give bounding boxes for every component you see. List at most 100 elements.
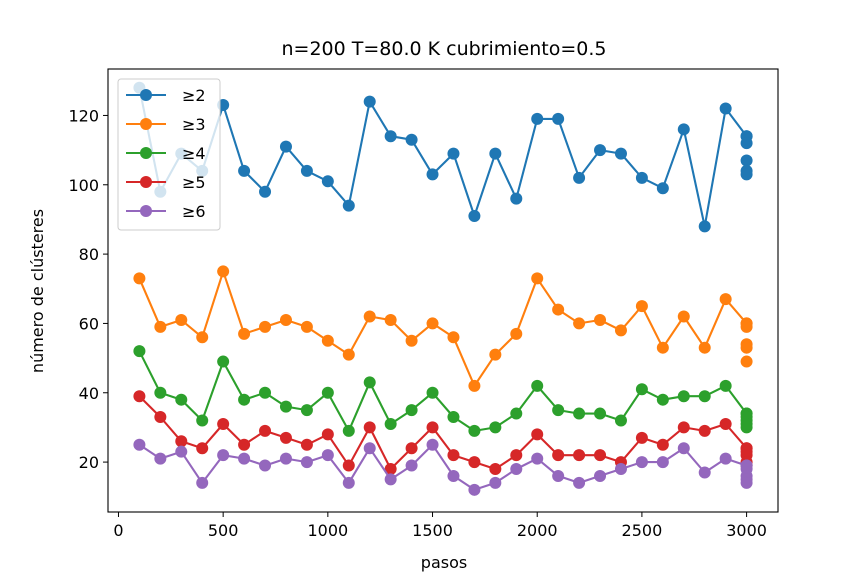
data-point <box>614 414 627 427</box>
y-axis: 20 40 60 80 100 120 <box>68 106 108 472</box>
data-point <box>259 424 272 437</box>
data-point <box>573 317 586 330</box>
data-point <box>489 421 502 434</box>
data-point <box>133 272 146 285</box>
data-point <box>238 452 251 465</box>
data-point <box>510 327 523 340</box>
data-point <box>698 220 711 233</box>
data-point <box>238 327 251 340</box>
series-0 <box>133 81 753 233</box>
data-point <box>238 164 251 177</box>
data-point <box>342 459 355 472</box>
data-point <box>468 379 481 392</box>
data-point <box>238 393 251 406</box>
data-point <box>175 445 188 458</box>
data-point <box>656 393 669 406</box>
legend-item: ≥3 <box>126 115 206 134</box>
data-point <box>489 476 502 489</box>
data-point <box>426 438 439 451</box>
legend-item: ≥2 <box>126 86 206 105</box>
data-point <box>635 300 648 313</box>
data-point <box>321 386 334 399</box>
data-point <box>300 404 313 417</box>
data-point <box>740 341 753 354</box>
data-point <box>300 456 313 469</box>
data-point <box>656 456 669 469</box>
data-point <box>405 442 418 455</box>
y-tick-label: 100 <box>68 176 99 195</box>
y-tick-label: 120 <box>68 106 99 125</box>
legend-marker <box>140 89 152 101</box>
data-point <box>719 379 732 392</box>
data-point <box>300 438 313 451</box>
x-tick-label: 2000 <box>517 521 558 540</box>
data-point <box>719 452 732 465</box>
data-point <box>405 334 418 347</box>
plot-content <box>133 81 753 496</box>
x-tick-label: 500 <box>208 521 239 540</box>
legend-label: ≥2 <box>182 86 206 105</box>
series-1 <box>133 265 753 392</box>
x-tick-label: 2500 <box>622 521 663 540</box>
data-point <box>594 313 607 326</box>
data-point <box>573 407 586 420</box>
series-line <box>138 350 748 432</box>
data-point <box>279 431 292 444</box>
data-point <box>447 411 460 424</box>
data-point <box>342 476 355 489</box>
series-3 <box>133 390 753 476</box>
series-line <box>138 443 747 491</box>
series-line <box>138 87 748 228</box>
data-point <box>531 272 544 285</box>
data-point <box>656 182 669 195</box>
legend-marker <box>140 205 152 217</box>
plot-frame <box>107 68 779 513</box>
data-point <box>740 421 753 434</box>
data-point <box>614 147 627 160</box>
data-point <box>740 137 753 150</box>
legend: ≥2 ≥3 ≥4 ≥5 ≥6 <box>117 78 221 231</box>
data-point <box>196 476 209 489</box>
legend-item: ≥4 <box>126 144 206 163</box>
legend-marker <box>140 118 152 130</box>
data-point <box>363 421 376 434</box>
data-point <box>594 407 607 420</box>
data-point <box>468 483 481 496</box>
legend-box <box>117 78 221 231</box>
data-point <box>489 147 502 160</box>
data-point <box>217 449 230 462</box>
data-point <box>489 348 502 361</box>
data-point <box>426 168 439 181</box>
data-point <box>468 209 481 222</box>
data-point <box>573 449 586 462</box>
data-point <box>740 476 753 489</box>
data-point <box>363 95 376 108</box>
data-point <box>196 442 209 455</box>
data-point <box>321 449 334 462</box>
data-point <box>594 469 607 482</box>
data-point <box>552 112 565 125</box>
legend-marker <box>140 176 152 188</box>
data-point <box>279 400 292 413</box>
data-point <box>698 424 711 437</box>
data-point <box>342 348 355 361</box>
data-point <box>614 324 627 337</box>
series-2 <box>133 345 753 437</box>
data-point <box>510 463 523 476</box>
data-point <box>384 463 397 476</box>
data-point <box>740 320 753 333</box>
data-point <box>384 417 397 430</box>
data-point <box>154 452 167 465</box>
data-point <box>384 313 397 326</box>
data-point <box>405 459 418 472</box>
series-line <box>138 270 748 387</box>
data-point <box>154 411 167 424</box>
data-point <box>468 456 481 469</box>
legend-label: ≥4 <box>182 144 206 163</box>
data-point <box>719 102 732 115</box>
x-tick-label: 3000 <box>726 521 767 540</box>
data-point <box>719 417 732 430</box>
data-point <box>719 293 732 306</box>
legend-item: ≥5 <box>126 173 206 192</box>
